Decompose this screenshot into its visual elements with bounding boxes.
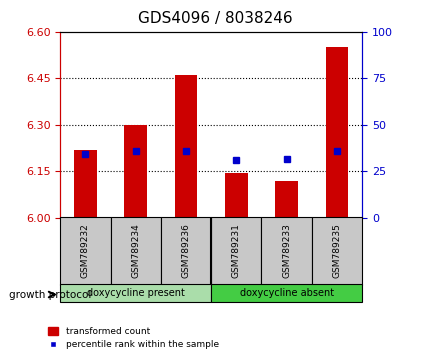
- Bar: [60, 217, 111, 285]
- Text: GSM789233: GSM789233: [282, 223, 290, 279]
- Bar: [111, 217, 160, 285]
- Bar: [275, 181, 297, 218]
- Text: GDS4096 / 8038246: GDS4096 / 8038246: [138, 11, 292, 25]
- Text: GSM789234: GSM789234: [131, 224, 140, 278]
- Legend: transformed count, percentile rank within the sample: transformed count, percentile rank withi…: [47, 327, 218, 349]
- Bar: [74, 150, 97, 218]
- Text: doxycycline present: doxycycline present: [86, 288, 184, 298]
- Text: GSM789236: GSM789236: [181, 223, 190, 279]
- Text: GSM789235: GSM789235: [332, 223, 341, 279]
- Text: GSM789231: GSM789231: [231, 223, 240, 279]
- Bar: [60, 284, 211, 302]
- Text: GSM789232: GSM789232: [81, 224, 90, 278]
- Bar: [211, 217, 261, 285]
- Bar: [311, 217, 361, 285]
- Bar: [261, 217, 311, 285]
- Bar: [124, 125, 147, 218]
- Bar: [224, 173, 247, 218]
- Bar: [211, 284, 361, 302]
- Bar: [160, 217, 211, 285]
- Text: growth protocol: growth protocol: [9, 290, 91, 299]
- Bar: [325, 47, 347, 218]
- Bar: [174, 75, 197, 218]
- Text: doxycycline absent: doxycycline absent: [239, 288, 333, 298]
